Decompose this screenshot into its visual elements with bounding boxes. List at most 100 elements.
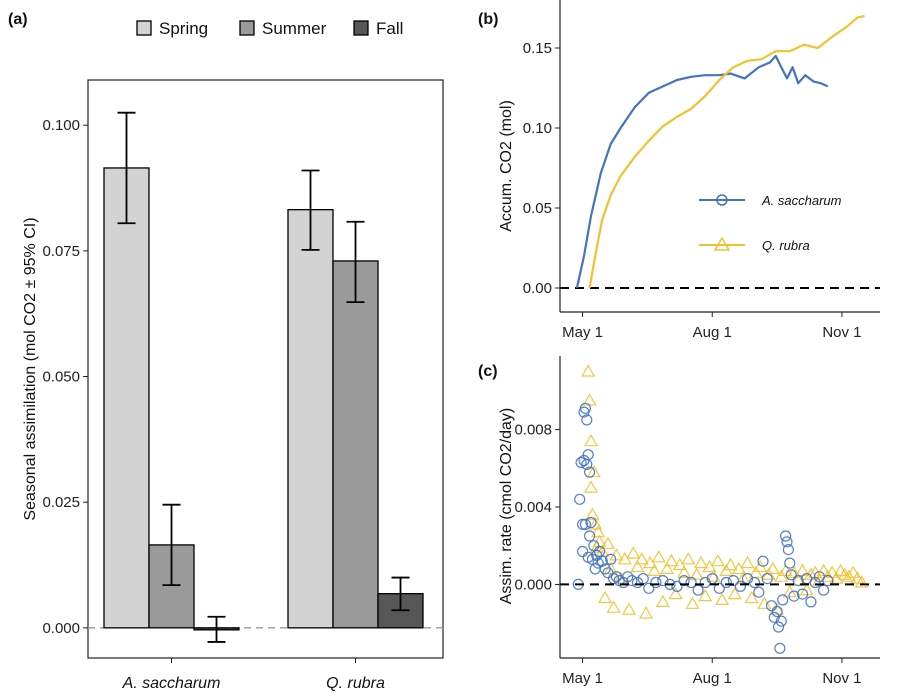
y-tick-label: 0.000 <box>514 576 552 593</box>
y-tick-label: 0.00 <box>523 280 552 297</box>
point-a-saccharum <box>583 466 596 478</box>
point-a-saccharum <box>727 574 740 587</box>
legend-swatch-fall <box>353 20 369 36</box>
point-q-rubra <box>677 565 692 578</box>
point-q-rubra <box>770 602 785 615</box>
point-q-rubra <box>606 600 621 613</box>
panel-c-y-axis-title: Assim. rate (cmol CO2/day) <box>498 408 515 604</box>
point-q-rubra <box>664 553 679 567</box>
point-a-saccharum <box>788 590 800 602</box>
point-a-saccharum <box>753 586 765 598</box>
point-a-saccharum <box>581 414 593 426</box>
panel-a-label: (a) <box>8 11 28 28</box>
point-q-rubra <box>581 364 596 377</box>
point-a-saccharum <box>792 574 804 587</box>
point-q-rubra <box>846 565 861 578</box>
point-q-rubra <box>591 524 606 538</box>
point-a-saccharum <box>768 611 780 623</box>
point-q-rubra <box>685 596 700 609</box>
point-a-saccharum <box>775 615 787 627</box>
point-q-rubra <box>757 596 772 609</box>
point-a-saccharum <box>576 518 589 531</box>
panel-a-categories: A. saccharum Q. rubra <box>122 658 385 692</box>
point-q-rubra <box>588 517 603 530</box>
x-tick-label: Nov 1 <box>822 670 861 687</box>
line-a-saccharum <box>575 54 829 289</box>
legend-triangle-marker <box>713 236 731 251</box>
legend-swatch-summer <box>239 20 255 36</box>
y-tick-label: 0.10 <box>523 120 552 137</box>
legend-circle-marker <box>716 194 728 206</box>
point-q-rubra <box>634 552 649 565</box>
x-tick-label: Nov 1 <box>822 324 861 341</box>
point-q-rubra <box>698 588 713 602</box>
point-q-rubra <box>583 433 599 447</box>
panel-a-y-tick-label: 0.100 <box>42 117 80 134</box>
point-a-saccharum <box>671 580 683 593</box>
x-tick-label: May 1 <box>562 670 603 687</box>
point-q-rubra <box>740 555 755 569</box>
point-a-saccharum <box>796 588 809 600</box>
point-q-rubra <box>689 567 704 580</box>
point-a-saccharum <box>575 456 587 469</box>
point-q-rubra <box>586 464 601 478</box>
point-a-saccharum <box>605 553 617 565</box>
point-q-rubra <box>723 557 738 571</box>
y-tick-label: 0.15 <box>523 40 552 57</box>
point-a-saccharum <box>576 545 589 558</box>
panel-a-legend: Spring Summer Fall <box>136 19 403 38</box>
point-q-rubra <box>647 563 662 577</box>
panel-b-axes: 0.00 0.05 0.10 0.15 May 1 Aug 1 Nov 1 <box>523 0 880 341</box>
x-tick-label: May 1 <box>562 324 603 341</box>
panel-a-y-tick-label: 0.050 <box>42 369 80 386</box>
point-q-rubra <box>600 536 615 549</box>
point-q-rubra <box>626 546 641 559</box>
point-a-saccharum <box>585 516 597 529</box>
point-a-saccharum <box>631 576 644 589</box>
point-q-rubra <box>655 594 670 608</box>
point-q-rubra <box>630 559 645 573</box>
legend-swatch-spring <box>136 20 152 36</box>
panel-b-y-axis-title: Accum. CO2 (mol) <box>498 100 515 232</box>
point-q-rubra <box>816 563 831 577</box>
bar-spring-1 <box>287 209 334 629</box>
point-a-saccharum <box>720 576 732 589</box>
point-q-rubra <box>585 507 600 520</box>
panel-a-y-tick-label: 0.025 <box>42 494 80 511</box>
point-q-rubra <box>622 602 637 615</box>
legend-label-summer: Summer <box>262 19 327 38</box>
point-a-saccharum <box>626 574 638 587</box>
bar-spring-0 <box>103 167 150 629</box>
point-q-rubra <box>841 569 857 582</box>
panel-c: (c) 0.000 0.004 0.008 May 1 Aug 1 Nov 1 Assim… <box>478 356 880 687</box>
panel-c-points <box>572 364 869 654</box>
point-a-saccharum <box>622 571 634 583</box>
point-a-saccharum <box>805 596 817 608</box>
point-q-rubra <box>765 561 780 575</box>
point-a-saccharum <box>771 605 783 618</box>
y-tick-label: 0.008 <box>514 422 552 439</box>
panel-a-y-tick-label: 0.075 <box>42 243 80 260</box>
point-a-saccharum <box>761 572 773 585</box>
point-q-rubra <box>598 590 613 604</box>
point-q-rubra <box>693 555 709 569</box>
point-a-saccharum <box>657 574 669 587</box>
panel-b-legend: A. saccharum Q. rubra <box>699 193 842 253</box>
point-a-saccharum <box>777 594 789 606</box>
panel-a-y-tick-label: 0.000 <box>42 620 80 637</box>
point-a-saccharum <box>579 402 592 414</box>
panel-a-category-label: Q. rubra <box>326 675 385 692</box>
point-q-rubra <box>638 606 654 619</box>
legend-label-fall: Fall <box>376 19 403 38</box>
point-a-saccharum <box>774 642 786 654</box>
legend-label: Q. rubra <box>762 238 810 253</box>
point-a-saccharum <box>765 600 778 612</box>
panel-b-lines <box>575 14 865 289</box>
point-q-rubra <box>651 550 666 563</box>
y-tick-label: 0.004 <box>514 499 552 516</box>
point-q-rubra <box>681 552 696 565</box>
point-a-saccharum <box>699 576 711 589</box>
point-a-saccharum <box>781 536 793 548</box>
legend-label-spring: Spring <box>159 19 208 38</box>
